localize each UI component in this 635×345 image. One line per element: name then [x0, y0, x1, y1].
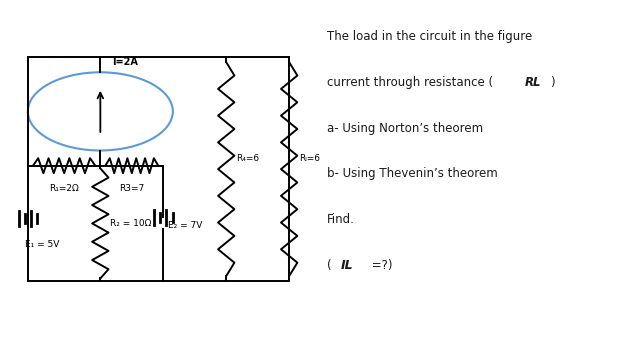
Text: current through resistance (: current through resistance (	[327, 76, 493, 89]
Text: The load in the circuit in the figure: The load in the circuit in the figure	[327, 30, 532, 43]
Text: (: (	[327, 259, 331, 272]
Text: a- Using Norton’s theorem: a- Using Norton’s theorem	[327, 121, 483, 135]
Text: E₂ = 7V: E₂ = 7V	[168, 221, 203, 230]
Text: Find.: Find.	[327, 213, 355, 226]
Text: RL: RL	[525, 76, 542, 89]
Text: ): )	[551, 76, 555, 89]
Text: R₂ = 10Ω: R₂ = 10Ω	[110, 219, 152, 228]
Text: E₁ = 5V: E₁ = 5V	[25, 240, 59, 249]
Text: R₁=2Ω: R₁=2Ω	[50, 184, 79, 194]
Text: I=2A: I=2A	[112, 57, 138, 67]
Text: b- Using Thevenin’s theorem: b- Using Thevenin’s theorem	[327, 167, 498, 180]
Text: R3=7: R3=7	[119, 184, 144, 194]
Text: R₄=6: R₄=6	[236, 155, 260, 164]
Text: IL: IL	[341, 259, 354, 272]
Text: =?): =?)	[368, 259, 392, 272]
Text: Rₗ=6: Rₗ=6	[299, 155, 320, 164]
